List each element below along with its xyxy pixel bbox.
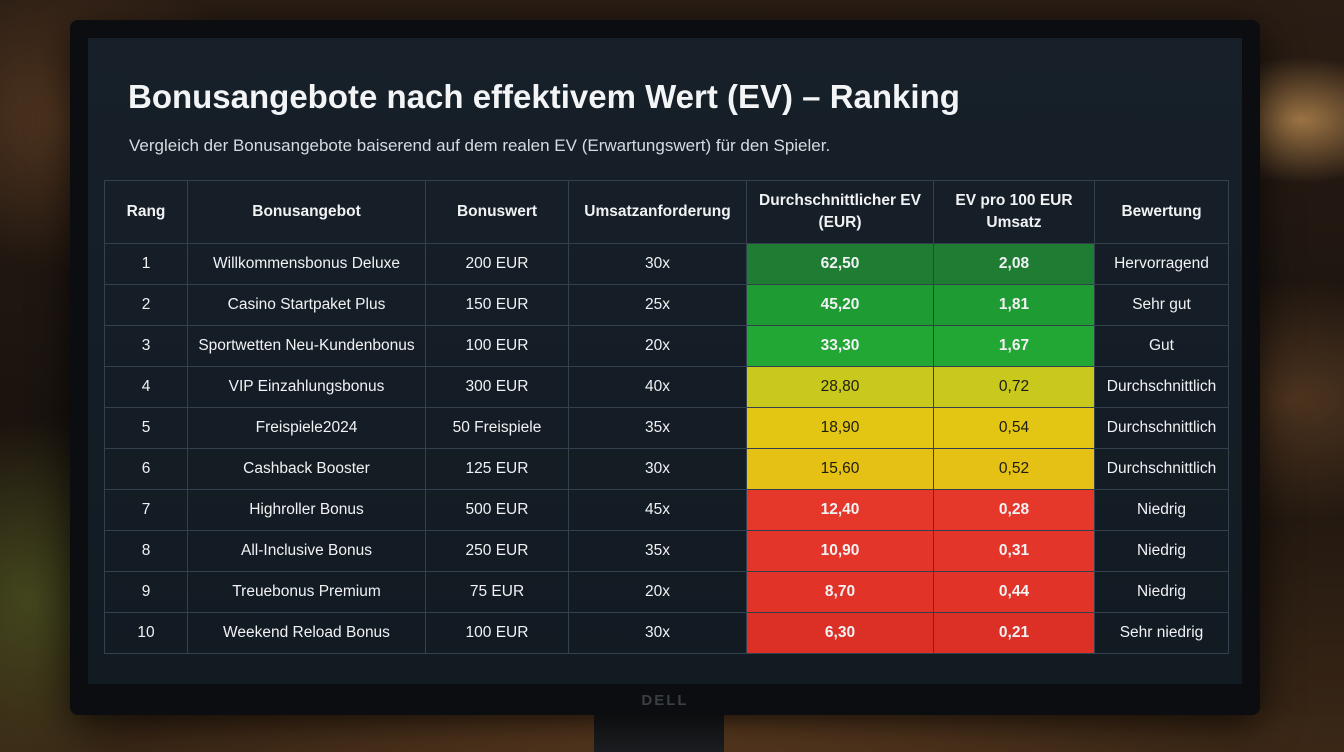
- header-ev-per-100: EV pro 100 EUR Umsatz: [933, 180, 1095, 244]
- cell-rank: 8: [104, 530, 188, 572]
- cell-avg-ev: 18,90: [746, 407, 934, 449]
- cell-offer: Treuebonus Premium: [187, 571, 426, 613]
- cell-ev-per-100: 0,28: [933, 489, 1095, 531]
- cell-bonus-value: 125 EUR: [425, 448, 569, 490]
- cell-ev-per-100: 2,08: [933, 243, 1095, 285]
- cell-avg-ev: 10,90: [746, 530, 934, 572]
- cell-wagering: 30x: [568, 448, 747, 490]
- cell-bonus-value: 200 EUR: [425, 243, 569, 285]
- cell-wagering: 30x: [568, 243, 747, 285]
- monitor-stand: [594, 715, 724, 752]
- cell-rank: 10: [104, 612, 188, 654]
- cell-avg-ev: 12,40: [746, 489, 934, 531]
- cell-rating: Durchschnittlich: [1094, 407, 1229, 449]
- cell-rank: 2: [104, 284, 188, 326]
- cell-avg-ev: 6,30: [746, 612, 934, 654]
- cell-offer: Weekend Reload Bonus: [187, 612, 426, 654]
- cell-rating: Sehr gut: [1094, 284, 1229, 326]
- cell-wagering: 20x: [568, 571, 747, 613]
- cell-offer: Cashback Booster: [187, 448, 426, 490]
- cell-offer: Casino Startpaket Plus: [187, 284, 426, 326]
- cell-bonus-value: 75 EUR: [425, 571, 569, 613]
- cell-rating: Durchschnittlich: [1094, 448, 1229, 490]
- cell-avg-ev: 15,60: [746, 448, 934, 490]
- cell-ev-per-100: 0,54: [933, 407, 1095, 449]
- cell-rating: Gut: [1094, 325, 1229, 367]
- cell-bonus-value: 300 EUR: [425, 366, 569, 408]
- cell-rating: Niedrig: [1094, 530, 1229, 572]
- table-row: 2 Casino Startpaket Plus 150 EUR 25x 45,20 1,…: [104, 284, 1229, 326]
- cell-wagering: 45x: [568, 489, 747, 531]
- cell-rank: 3: [104, 325, 188, 367]
- cell-offer: Willkommensbonus Deluxe: [187, 243, 426, 285]
- monitor-logo: DELL: [641, 692, 689, 709]
- cell-ev-per-100: 0,44: [933, 571, 1095, 613]
- table-header-row: Rang Bonusangebot Bonuswert Umsatzanford…: [104, 180, 1229, 244]
- cell-offer: Freispiele2024: [187, 407, 426, 449]
- cell-bonus-value: 100 EUR: [425, 612, 569, 654]
- cell-wagering: 35x: [568, 530, 747, 572]
- table-row: 6 Cashback Booster 125 EUR 30x 15,60 0,52 Durc…: [104, 448, 1229, 490]
- cell-offer: All-Inclusive Bonus: [187, 530, 426, 572]
- header-offer: Bonusangebot: [187, 180, 426, 244]
- header-rating: Bewertung: [1094, 180, 1229, 244]
- cell-rating: Hervorragend: [1094, 243, 1229, 285]
- cell-rank: 6: [104, 448, 188, 490]
- table-row: 10 Weekend Reload Bonus 100 EUR 30x 6,30 0,21…: [104, 612, 1229, 654]
- cell-rank: 4: [104, 366, 188, 408]
- cell-ev-per-100: 1,67: [933, 325, 1095, 367]
- cell-avg-ev: 33,30: [746, 325, 934, 367]
- cell-wagering: 35x: [568, 407, 747, 449]
- cell-ev-per-100: 0,72: [933, 366, 1095, 408]
- cell-ev-per-100: 0,52: [933, 448, 1095, 490]
- cell-rating: Durchschnittlich: [1094, 366, 1229, 408]
- cell-rating: Sehr niedrig: [1094, 612, 1229, 654]
- cell-offer: Sportwetten Neu-Kundenbonus: [187, 325, 426, 367]
- cell-bonus-value: 50 Freispiele: [425, 407, 569, 449]
- cell-bonus-value: 100 EUR: [425, 325, 569, 367]
- cell-wagering: 40x: [568, 366, 747, 408]
- table-row: 3 Sportwetten Neu-Kundenbonus 100 EUR 20x 33…: [104, 325, 1229, 367]
- cell-avg-ev: 62,50: [746, 243, 934, 285]
- cell-wagering: 20x: [568, 325, 747, 367]
- cell-offer: VIP Einzahlungsbonus: [187, 366, 426, 408]
- cell-ev-per-100: 0,31: [933, 530, 1095, 572]
- cell-bonus-value: 150 EUR: [425, 284, 569, 326]
- cell-bonus-value: 500 EUR: [425, 489, 569, 531]
- table-row: 8 All-Inclusive Bonus 250 EUR 35x 10,90 0,31 N…: [104, 530, 1229, 572]
- header-wagering: Umsatzanforderung: [568, 180, 747, 244]
- cell-rank: 5: [104, 407, 188, 449]
- header-value: Bonuswert: [425, 180, 569, 244]
- cell-rating: Niedrig: [1094, 489, 1229, 531]
- table-row: 5 Freispiele2024 50 Freispiele 35x 18,90 0,54…: [104, 407, 1229, 449]
- cell-rank: 7: [104, 489, 188, 531]
- cell-avg-ev: 8,70: [746, 571, 934, 613]
- table-row: 4 VIP Einzahlungsbonus 300 EUR 40x 28,80 0,72…: [104, 366, 1229, 408]
- cell-bonus-value: 250 EUR: [425, 530, 569, 572]
- header-rank: Rang: [104, 180, 188, 244]
- cell-wagering: 30x: [568, 612, 747, 654]
- monitor-screen: Bonusangebote nach effektivem Wert (EV) …: [88, 38, 1242, 684]
- cell-rank: 9: [104, 571, 188, 613]
- page-title: Bonusangebote nach effektivem Wert (EV) …: [128, 78, 960, 115]
- monitor: Bonusangebote nach effektivem Wert (EV) …: [70, 20, 1260, 715]
- cell-wagering: 25x: [568, 284, 747, 326]
- table-row: 9 Treuebonus Premium 75 EUR 20x 8,70 0,44 Nied…: [104, 571, 1229, 613]
- table-row: 7 Highroller Bonus 500 EUR 45x 12,40 0,28 Nied…: [104, 489, 1229, 531]
- cell-avg-ev: 45,20: [746, 284, 934, 326]
- cell-rank: 1: [104, 243, 188, 285]
- table-row: 1 Willkommensbonus Deluxe 200 EUR 30x 62,50 2…: [104, 243, 1229, 285]
- ranking-table: Rang Bonusangebot Bonuswert Umsatzanford…: [104, 180, 1229, 654]
- cell-avg-ev: 28,80: [746, 366, 934, 408]
- cell-ev-per-100: 1,81: [933, 284, 1095, 326]
- header-avg-ev: Durchschnittlicher EV (EUR): [746, 180, 934, 244]
- page-subtitle: Vergleich der Bonusangebote baiserend au…: [129, 136, 831, 155]
- cell-offer: Highroller Bonus: [187, 489, 426, 531]
- cell-rating: Niedrig: [1094, 571, 1229, 613]
- cell-ev-per-100: 0,21: [933, 612, 1095, 654]
